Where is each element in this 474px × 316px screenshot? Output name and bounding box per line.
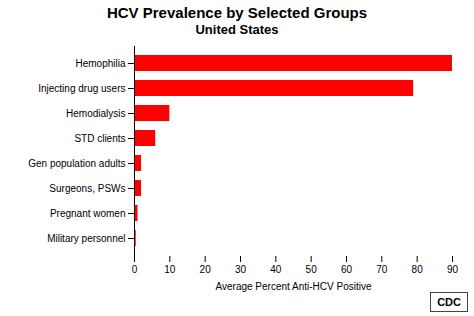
svg-text:60: 60 <box>341 264 353 275</box>
svg-text:90: 90 <box>447 264 459 275</box>
svg-text:10: 10 <box>164 264 176 275</box>
svg-text:Surgeons, PSWs: Surgeons, PSWs <box>49 183 125 194</box>
svg-text:Average Percent Anti-HCV Posit: Average Percent Anti-HCV Positive <box>215 281 371 292</box>
svg-text:Pregnant women: Pregnant women <box>50 208 126 219</box>
svg-text:20: 20 <box>200 264 212 275</box>
svg-text:30: 30 <box>235 264 247 275</box>
svg-text:Gen population adults: Gen population adults <box>28 158 125 169</box>
svg-text:50: 50 <box>306 264 318 275</box>
svg-text:Hemodialysis: Hemodialysis <box>66 108 125 119</box>
svg-text:Injecting drug users: Injecting drug users <box>38 83 125 94</box>
html-text:CDC: CDC <box>437 296 461 308</box>
html-text:HCV Prevalence by Selected Gro: HCV Prevalence by Selected Groups <box>106 4 367 21</box>
svg-text:0: 0 <box>132 264 138 275</box>
svg-text:70: 70 <box>376 264 388 275</box>
svg-text:STD clients: STD clients <box>74 133 125 144</box>
svg-text:Military personnel: Military personnel <box>47 233 125 244</box>
svg-text:40: 40 <box>270 264 282 275</box>
svg-text:80: 80 <box>412 264 424 275</box>
html-text:United States: United States <box>195 22 279 37</box>
svg-text:Hemophilia: Hemophilia <box>75 58 125 69</box>
